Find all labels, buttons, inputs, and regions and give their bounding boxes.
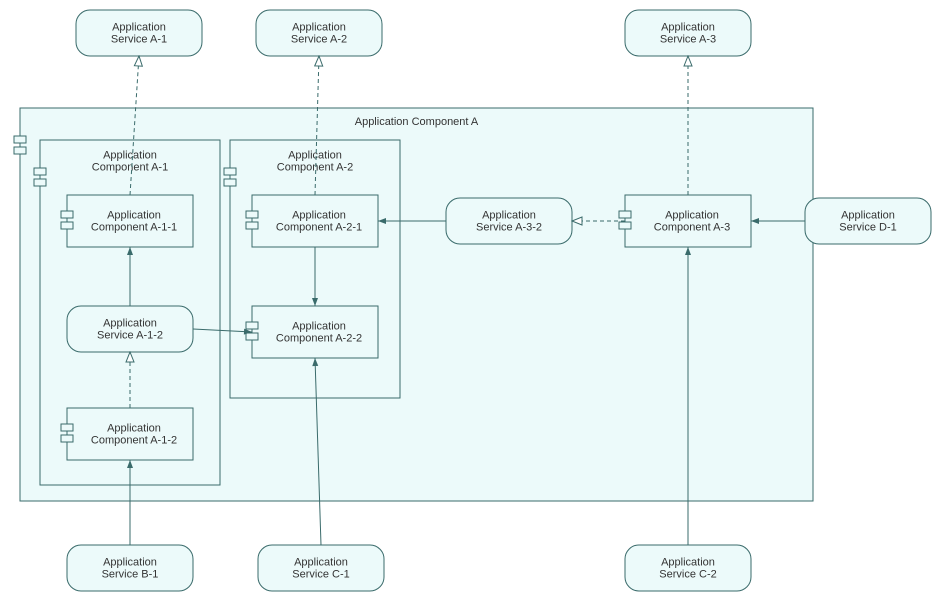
compA2: ApplicationComponent A-2 [224,140,400,398]
svg-text:ApplicationService A-1: ApplicationService A-1 [111,21,167,45]
svg-text:ApplicationService A-3: ApplicationService A-3 [660,21,716,45]
svcC1: ApplicationService C-1 [258,545,384,591]
svcB1: ApplicationService B-1 [67,545,193,591]
svg-text:Application Component A: Application Component A [355,116,479,128]
svcA12: ApplicationService A-1-2 [67,306,193,352]
compA3: ApplicationComponent A-3 [619,195,751,247]
compA21: ApplicationComponent A-2-1 [246,195,378,247]
svcA1: ApplicationService A-1 [76,10,202,56]
svg-text:ApplicationComponent A-1: ApplicationComponent A-1 [92,149,168,173]
svg-text:ApplicationService C-2: ApplicationService C-2 [659,556,716,580]
archimate-diagram: ApplicationService A-1 ApplicationService… [0,0,941,614]
svg-text:ApplicationService A-1-2: ApplicationService A-1-2 [97,317,163,341]
svcA2: ApplicationService A-2 [256,10,382,56]
svg-text:ApplicationService A-3-2: ApplicationService A-3-2 [476,209,542,233]
svcD1: ApplicationService D-1 [805,198,931,244]
svg-text:ApplicationService D-1: ApplicationService D-1 [839,209,896,233]
compA22: ApplicationComponent A-2-2 [246,306,378,358]
svcC2: ApplicationService C-2 [625,545,751,591]
svcA32: ApplicationService A-3-2 [446,198,572,244]
compA12: ApplicationComponent A-1-2 [61,408,193,460]
svg-text:ApplicationService A-2: ApplicationService A-2 [291,21,347,45]
svg-text:ApplicationComponent A-2: ApplicationComponent A-2 [277,149,353,173]
svg-text:ApplicationService B-1: ApplicationService B-1 [102,556,159,580]
svg-text:ApplicationComponent A-3: ApplicationComponent A-3 [654,209,730,233]
svg-text:ApplicationService C-1: ApplicationService C-1 [292,556,349,580]
compA11: ApplicationComponent A-1-1 [61,195,193,247]
svcA3: ApplicationService A-3 [625,10,751,56]
